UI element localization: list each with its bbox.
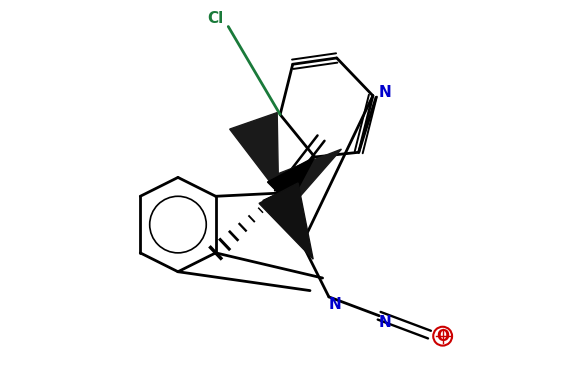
Text: N: N xyxy=(379,315,392,330)
Text: O: O xyxy=(436,329,449,344)
Polygon shape xyxy=(267,157,314,204)
Text: Cl: Cl xyxy=(207,11,224,26)
Polygon shape xyxy=(268,149,342,209)
Text: N: N xyxy=(379,85,392,100)
Polygon shape xyxy=(263,186,304,247)
Polygon shape xyxy=(259,183,313,259)
Polygon shape xyxy=(230,112,279,193)
Text: N: N xyxy=(329,297,342,312)
